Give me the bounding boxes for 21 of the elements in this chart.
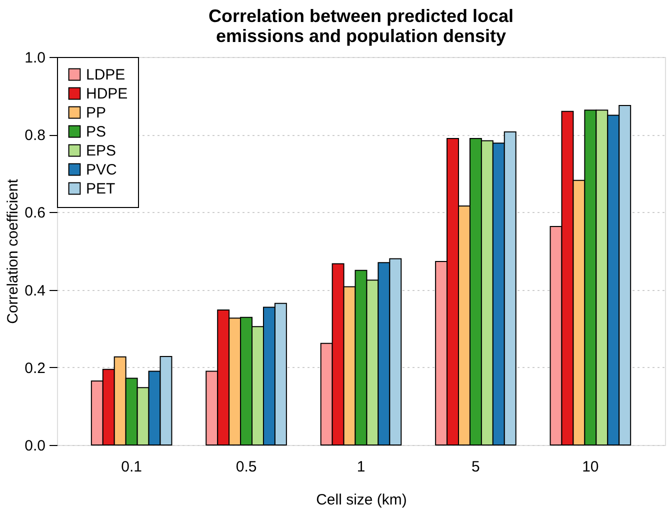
legend-label: PET	[86, 180, 116, 198]
x-axis-title: Cell size (km)	[316, 492, 407, 508]
y-tick-label: 0.0	[24, 438, 46, 454]
x-tick-label: 10	[582, 458, 599, 476]
legend-label: HDPE	[86, 86, 128, 102]
x-tick-label: 1	[356, 458, 366, 476]
y-tick-label: 0.6	[24, 204, 46, 222]
x-tick-label: 5	[472, 458, 480, 476]
x-tick-label: 0.5	[236, 458, 257, 476]
x-tick-label: 0.1	[121, 458, 142, 476]
legend-label: EPS	[86, 142, 116, 160]
y-tick-label: 0.2	[24, 360, 46, 377]
legend-label: PP	[86, 104, 106, 122]
legend-label: LDPE	[86, 66, 126, 84]
y-tick-label: 1.0	[24, 50, 46, 66]
y-axis-title: Correlation coefficient	[4, 178, 22, 324]
legend-label: PS	[86, 124, 106, 140]
y-tick-label: 0.8	[24, 127, 46, 144]
chart-title: Correlation between predicted local emissions and population density	[208, 6, 514, 46]
legend-label: PVC	[86, 162, 118, 178]
y-tick-label: 0.4	[24, 282, 46, 300]
